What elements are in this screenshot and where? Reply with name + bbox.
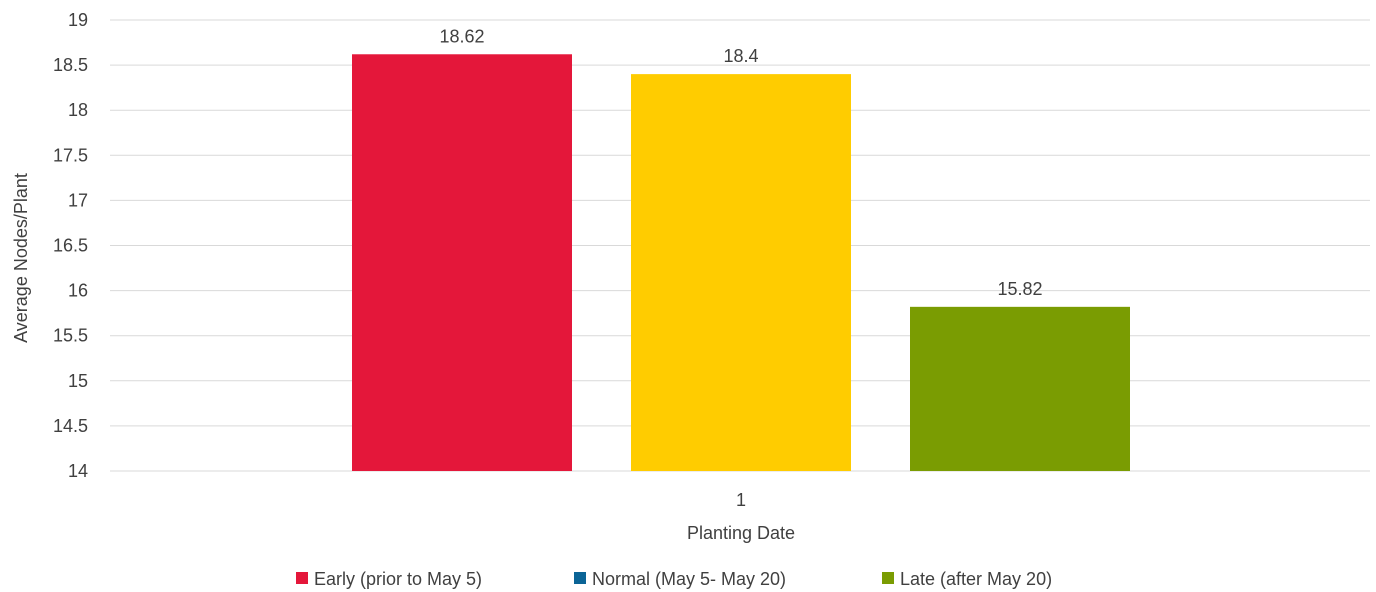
legend-swatch <box>296 572 308 584</box>
legend-label: Late (after May 20) <box>900 569 1052 589</box>
y-tick-label: 18.5 <box>53 55 88 75</box>
y-tick-label: 17.5 <box>53 145 88 165</box>
legend-label: Early (prior to May 5) <box>314 569 482 589</box>
bar-2 <box>631 74 851 472</box>
x-axis-ticks: 1 <box>736 490 746 510</box>
data-label: 18.62 <box>439 26 484 46</box>
y-tick-label: 15 <box>68 371 88 391</box>
x-axis-title: Planting Date <box>687 523 795 543</box>
y-tick-label: 15.5 <box>53 326 88 346</box>
y-axis-ticks: 14 14.5 15 15.5 16 16.5 17 17.5 18 18.5 19 <box>53 10 88 481</box>
bar-3 <box>910 306 1130 471</box>
legend: Early (prior to May 5) Normal (May 5- May… <box>296 569 1052 589</box>
bar-1 <box>352 54 572 471</box>
bars <box>352 54 1130 472</box>
y-tick-label: 14 <box>68 461 88 481</box>
legend-item[interactable]: Normal (May 5- May 20) <box>574 569 786 589</box>
y-tick-label: 18 <box>68 100 88 120</box>
legend-item[interactable]: Late (after May 20) <box>882 569 1052 589</box>
y-tick-label: 14.5 <box>53 416 88 436</box>
legend-label: Normal (May 5- May 20) <box>592 569 786 589</box>
legend-swatch <box>574 572 586 584</box>
y-tick-label: 17 <box>68 190 88 210</box>
data-labels: 18.62 18.4 15.82 <box>439 26 1042 299</box>
data-label: 18.4 <box>723 46 758 66</box>
legend-item[interactable]: Early (prior to May 5) <box>296 569 482 589</box>
data-label: 15.82 <box>997 279 1042 299</box>
legend-swatch <box>882 572 894 584</box>
y-tick-label: 19 <box>68 10 88 30</box>
y-tick-label: 16 <box>68 281 88 301</box>
y-tick-label: 16.5 <box>53 236 88 256</box>
x-tick-label: 1 <box>736 490 746 510</box>
y-axis-title: Average Nodes/Plant <box>11 173 31 343</box>
